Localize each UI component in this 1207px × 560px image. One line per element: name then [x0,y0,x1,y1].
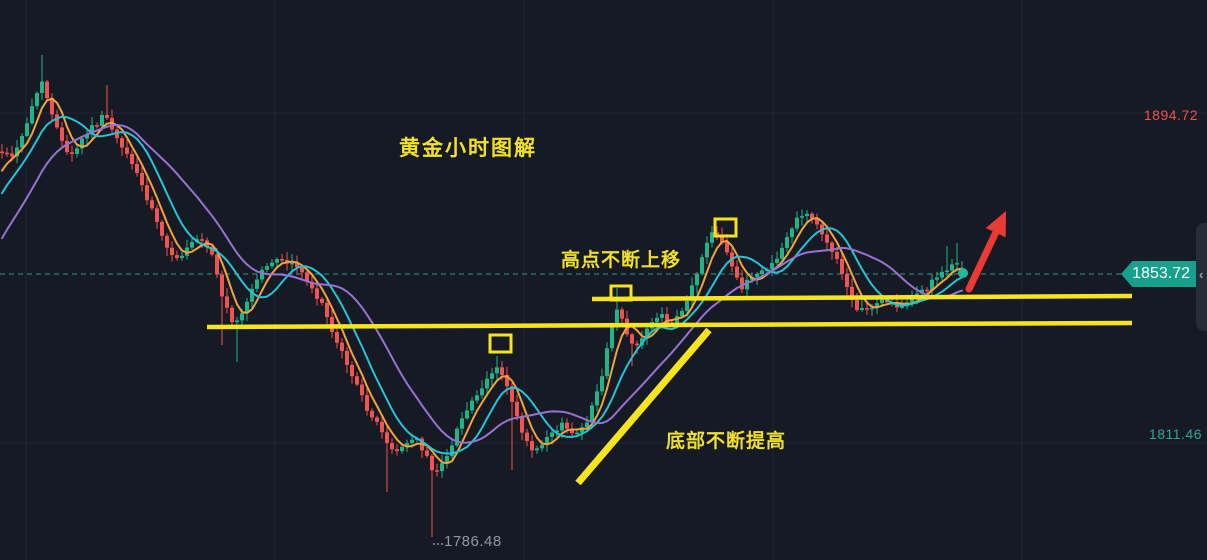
collapsed-panel-toggle[interactable]: ‹ [1196,223,1207,331]
chart-title: 黄金小时图解 [399,137,537,160]
annotation-lows-note[interactable]: 底部不断提高 [666,431,787,452]
up-arrow-head [985,211,1006,238]
support-line-upper [591,293,1133,302]
drawing-annotations[interactable] [206,211,1133,486]
swing-high-box-1 [488,333,513,354]
swing-high-box-3 [713,217,738,238]
annotation-highs-note[interactable]: 高点不断上移 [561,250,682,271]
price-label-session-low: 1786.48 [444,533,502,550]
current-price-badge: 1853.72 [1121,261,1197,287]
price-label-low: 1811.46 [1148,426,1202,442]
support-line-lower [206,320,1133,330]
chevron-left-icon: ‹ [1199,267,1204,282]
up-arrow-shaft [965,229,1000,293]
swing-high-box-2 [609,284,633,302]
dotted-leader [433,543,443,545]
trendline-rising [575,327,712,486]
price-label-high: 1894.72 [1143,107,1198,123]
